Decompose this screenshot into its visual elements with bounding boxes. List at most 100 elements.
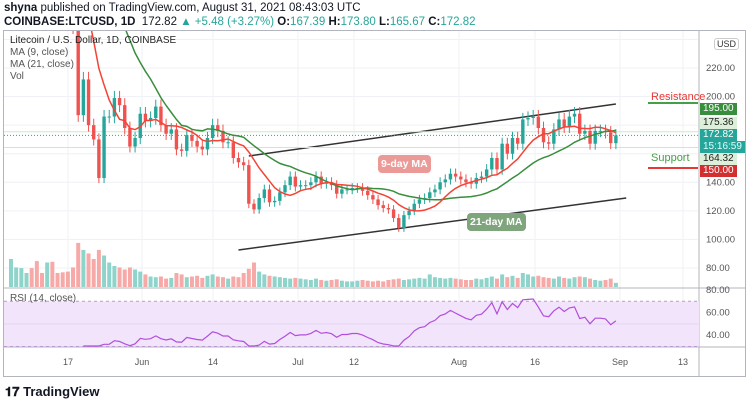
ma9-callout: 9-day MA xyxy=(378,155,431,173)
brand-name: TradingView xyxy=(23,384,100,399)
x-tick-label: 16 xyxy=(530,357,540,367)
candle-body xyxy=(583,130,587,134)
candle-body xyxy=(262,189,267,199)
volume-bar xyxy=(329,280,334,287)
volume-bar xyxy=(71,267,76,287)
volume-bar xyxy=(391,279,396,287)
volume-bar xyxy=(314,278,319,287)
tradingview-icon: 𝟏𝟕 xyxy=(5,384,20,399)
candle-body xyxy=(272,200,277,203)
countdown-label: 15:16:59 xyxy=(700,141,745,153)
ohlc-bar: COINBASE:LTCUSD, 1D 172.82 ▲ +5.48 (+3.2… xyxy=(4,16,476,28)
rsi-line xyxy=(83,298,617,347)
volume-bar xyxy=(484,277,489,287)
candle-body xyxy=(609,132,613,144)
candle-body xyxy=(417,199,422,204)
volume-bar xyxy=(417,277,422,287)
tradingview-logo: 𝟏𝟕 TradingView xyxy=(5,384,99,400)
candle-body xyxy=(169,129,173,134)
candle-body xyxy=(536,116,541,129)
legend: Litecoin / U.S. Dollar, 1D, COINBASE MA … xyxy=(10,35,176,83)
volume-bar xyxy=(526,274,530,287)
candle-body xyxy=(247,165,251,204)
candle-body xyxy=(293,176,298,187)
volume-bar xyxy=(34,261,39,287)
candle-body xyxy=(190,135,194,141)
ma9-price-label: 175.36 xyxy=(700,117,737,129)
support-price-label: 150.00 xyxy=(700,165,737,177)
volume-bar xyxy=(303,279,308,287)
volume-bar xyxy=(189,276,194,287)
volume-bar xyxy=(603,280,608,287)
candle-body xyxy=(448,173,453,180)
y-tick-label: 100.00 xyxy=(706,234,735,245)
candle-body xyxy=(567,116,572,127)
candle-body xyxy=(371,195,375,200)
candle-body xyxy=(443,179,447,183)
candle-body xyxy=(562,119,566,127)
candle-body xyxy=(459,176,463,180)
candle-body xyxy=(128,128,132,147)
volume-bar xyxy=(500,274,505,287)
resistance-price-label: 195.00 xyxy=(700,103,737,115)
volume-bar xyxy=(407,279,412,287)
volume-bar xyxy=(613,282,618,287)
candle-body xyxy=(484,169,489,177)
candle-body xyxy=(174,129,179,150)
volume-bar xyxy=(262,274,267,287)
candle-body xyxy=(133,138,137,147)
chart-frame xyxy=(3,30,746,377)
currency-button[interactable]: USD xyxy=(714,38,740,50)
open-label: O: xyxy=(277,16,291,28)
volume-bar xyxy=(24,273,29,287)
candle-body xyxy=(340,189,344,194)
volume-bar xyxy=(494,278,499,287)
volume-bar xyxy=(438,277,443,287)
volume-bar xyxy=(567,278,572,287)
candle-body xyxy=(319,176,323,184)
candle-body xyxy=(469,182,473,184)
volume-bar xyxy=(577,276,582,287)
volume-bar xyxy=(479,279,484,287)
volume-bar xyxy=(112,266,117,287)
price-pane xyxy=(4,31,698,287)
candle-body xyxy=(314,176,318,183)
volume-bar xyxy=(107,262,112,287)
volume-bar xyxy=(29,268,34,287)
x-tick-label: 14 xyxy=(208,357,218,367)
volume-bar xyxy=(205,275,210,287)
volume-bar xyxy=(557,276,562,287)
volume-bar xyxy=(598,280,603,287)
volume-bar xyxy=(220,277,225,287)
volume-bar xyxy=(360,280,365,287)
candle-body xyxy=(112,98,117,117)
channel-line xyxy=(248,103,616,157)
volume-bar xyxy=(588,278,593,287)
volume-bar xyxy=(200,277,205,287)
y-tick-label: 80.00 xyxy=(706,263,730,274)
candle-body xyxy=(159,106,163,126)
candle-body xyxy=(397,218,401,229)
volume-bar xyxy=(251,262,256,287)
volume-bar xyxy=(293,277,298,287)
volume-bar xyxy=(562,277,567,287)
candle-body xyxy=(123,105,127,129)
candle-body xyxy=(81,79,86,116)
candle-body xyxy=(195,140,199,147)
symbol: COINBASE:LTCUSD, 1D xyxy=(4,16,136,28)
volume-bar xyxy=(174,273,179,287)
volume-bar xyxy=(236,277,241,287)
support-label: Support xyxy=(651,152,690,164)
candle-body xyxy=(412,203,416,211)
candle-body xyxy=(252,203,256,210)
up-arrow-icon: ▲ xyxy=(180,16,192,28)
volume-bar xyxy=(381,281,386,287)
candle-body xyxy=(464,179,468,183)
volume-bar xyxy=(365,280,370,287)
volume-bar xyxy=(277,277,282,287)
volume-bar xyxy=(267,275,272,287)
legend-ma21: MA (21, close) xyxy=(10,59,74,70)
volume-bar xyxy=(184,277,189,287)
